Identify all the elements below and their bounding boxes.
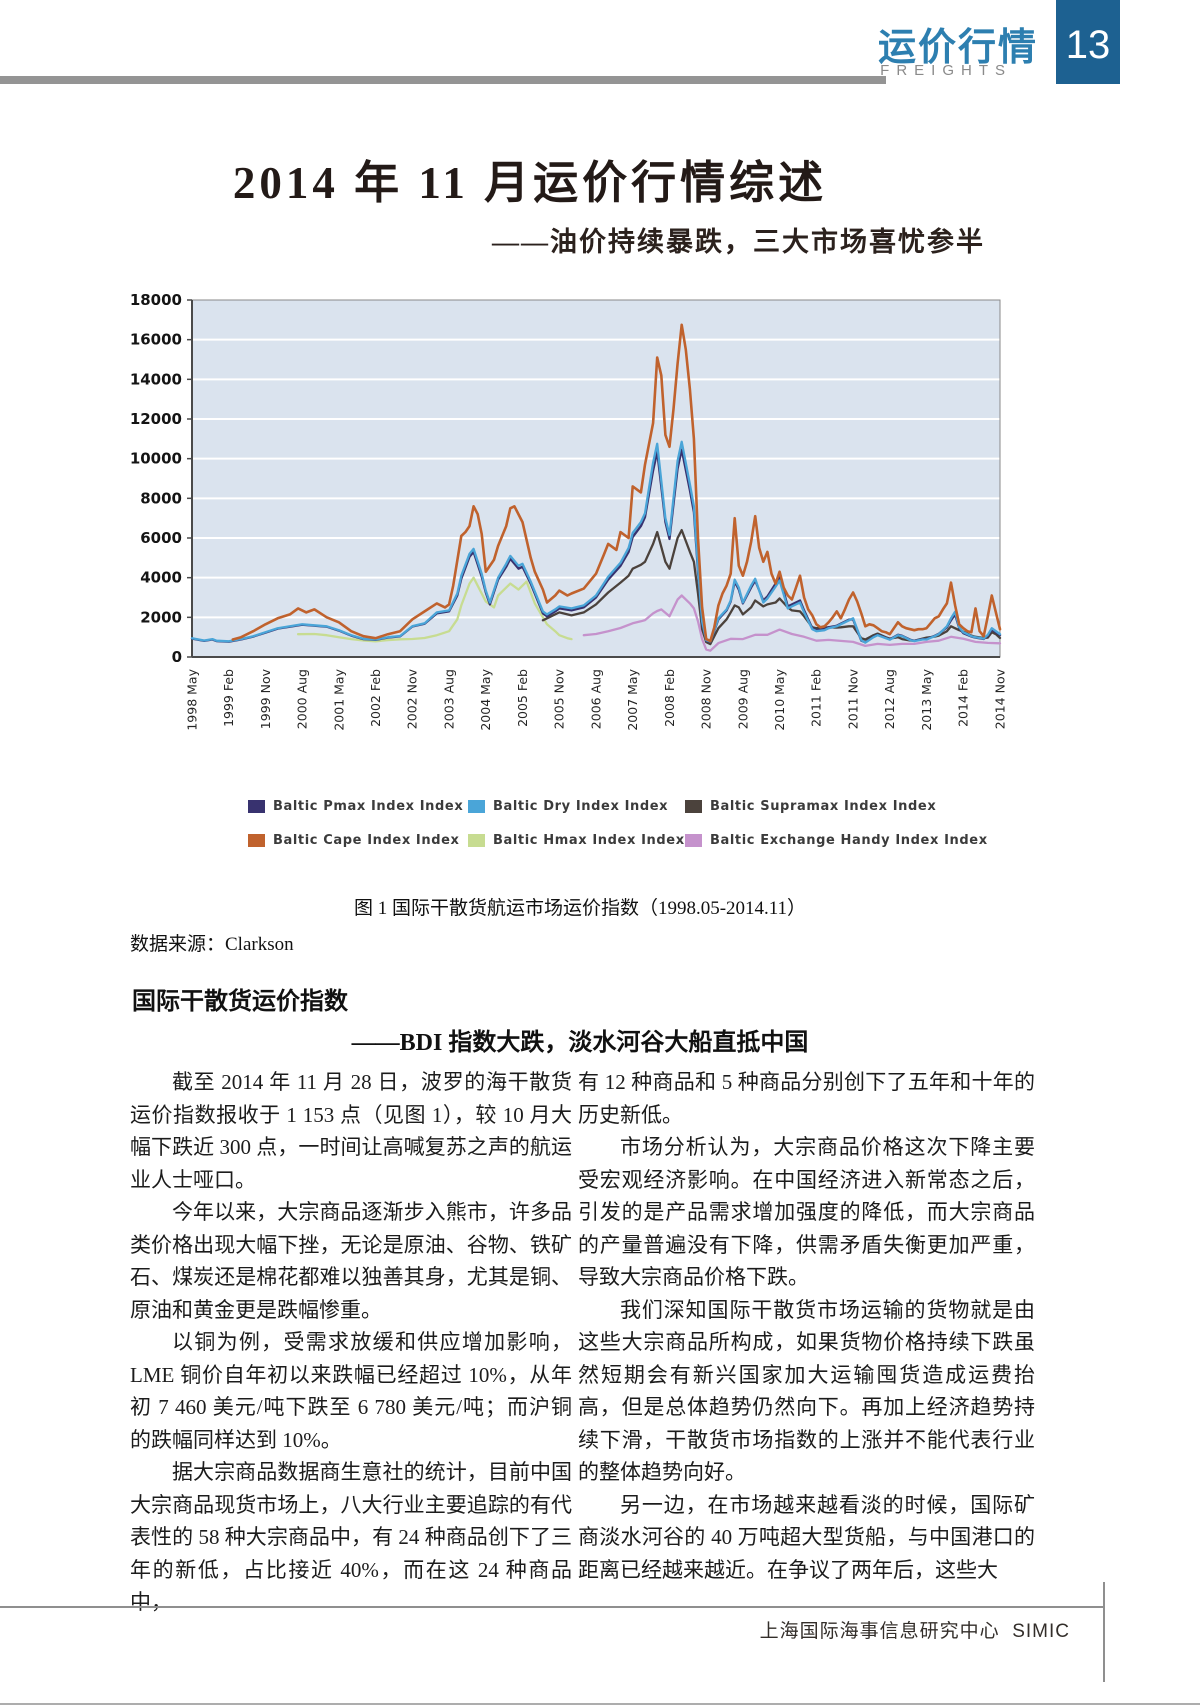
svg-text:2012 Aug: 2012 Aug <box>882 669 897 729</box>
legend-label-dry: Baltic Dry Index Index <box>493 798 669 814</box>
legend-swatch-pmax <box>248 799 265 813</box>
body-column-right: 有 12 种商品和 5 种商品分别创下了五年和十年的历史新低。 市场分析认为，大… <box>578 1066 1035 1586</box>
svg-text:16000: 16000 <box>130 331 182 349</box>
svg-text:2002 Nov: 2002 Nov <box>405 668 420 729</box>
series-baltic-dry-index-index <box>190 440 1002 644</box>
paragraph: 市场分析认为，大宗商品价格这次下降主要受宏观经济影响。在中国经济进入新常态之后，… <box>578 1135 1035 1289</box>
legend-label-cape: Baltic Cape Index Index <box>273 832 460 848</box>
header-section-title-zh: 运价行情 <box>877 27 1038 69</box>
legend-label-handy: Baltic Exchange Handy Index Index <box>710 832 988 848</box>
series-baltic-hmax-index-index <box>296 576 573 643</box>
legend-label-supramax: Baltic Supramax Index Index <box>710 798 937 814</box>
svg-text:6000: 6000 <box>140 529 182 547</box>
svg-text:1999 Feb: 1999 Feb <box>221 669 236 727</box>
svg-text:8000: 8000 <box>140 489 182 507</box>
svg-text:2006 Aug: 2006 Aug <box>588 669 603 729</box>
header-section-title-en: FREIGHTS <box>880 62 1012 79</box>
svg-text:0: 0 <box>172 648 182 666</box>
paragraph: 另一边，在市场越来越看淡的时候，国际矿商淡水河谷的 40 万吨超大型货船，与中国… <box>578 1492 1035 1582</box>
legend-label-hmax: Baltic Hmax Index Index <box>493 832 685 848</box>
legend-item-dry: Baltic Dry Index Index <box>468 798 668 814</box>
svg-text:2000: 2000 <box>140 608 182 626</box>
series-baltic-exchange-handy-index-index <box>582 594 1002 652</box>
svg-text:2001 May: 2001 May <box>331 668 346 730</box>
article-subtitle: ——油价持续暴跌，三大市场喜忧参半 <box>492 227 985 257</box>
freight-index-chart: 0 2000 4000 6000 8000 10000 12000 14000 16000 180… <box>130 290 1030 875</box>
freight-index-chart-canvas: 0 2000 4000 6000 8000 10000 12000 14000 16000 180… <box>130 291 1007 731</box>
legend-swatch-supramax <box>685 799 702 813</box>
page-number: 13 <box>1065 22 1111 67</box>
svg-text:1998 May: 1998 May <box>184 668 199 730</box>
paragraph: 今年以来，大宗商品逐渐步入熊市，许多品类价格出现大幅下挫，无论是原油、谷物、铁矿… <box>130 1200 572 1322</box>
footer-vertical-rule <box>1103 1582 1105 1682</box>
svg-text:2013 May: 2013 May <box>919 668 934 730</box>
legend-label-pmax: Baltic Pmax Index Index <box>273 798 464 814</box>
legend-item-cape: Baltic Cape Index Index <box>248 832 460 848</box>
legend-swatch-handy <box>685 833 702 847</box>
svg-text:2011 Feb: 2011 Feb <box>809 669 824 727</box>
svg-text:2014 Feb: 2014 Feb <box>956 669 971 727</box>
article-title: 2014 年 11 月运价行情综述 <box>232 158 828 208</box>
legend-item-pmax: Baltic Pmax Index Index <box>248 798 463 814</box>
svg-text:2007 May: 2007 May <box>625 668 640 730</box>
series-baltic-cape-index-index <box>231 323 1002 643</box>
svg-text:2002 Feb: 2002 Feb <box>368 669 383 727</box>
svg-text:2004 May: 2004 May <box>478 668 493 730</box>
svg-text:2005 Feb: 2005 Feb <box>515 669 530 727</box>
legend-item-supramax: Baltic Supramax Index Index <box>685 798 936 814</box>
body-column-left: 截至 2014 年 11 月 28 日，波罗的海干散货运价指数报收于 1 153… <box>130 1066 572 1619</box>
svg-text:2008 Nov: 2008 Nov <box>699 668 714 729</box>
svg-text:2010 May: 2010 May <box>772 668 787 730</box>
page-bottom-edge <box>0 1703 1200 1705</box>
svg-text:1999 Nov: 1999 Nov <box>258 668 273 729</box>
svg-text:2000 Aug: 2000 Aug <box>295 669 310 729</box>
footer-publisher-en: SIMIC <box>1012 1621 1070 1642</box>
paragraph: 据大宗商品数据商生意社的统计，目前中国大宗商品现货市场上，八大行业主要追踪的有代… <box>130 1460 572 1614</box>
svg-text:2011 Nov: 2011 Nov <box>845 668 860 729</box>
figure-caption: 图 1 国际干散货航运市场运价指数（1998.05-2014.11） <box>353 898 807 919</box>
legend-item-hmax: Baltic Hmax Index Index <box>468 832 685 848</box>
paragraph: 我们深知国际干散货市场运输的货物就是由这些大宗商品所构成，如果货物价格持续下跌虽… <box>578 1297 1035 1485</box>
svg-text:4000: 4000 <box>140 569 182 587</box>
section-heading: 国际干散货运价指数 <box>132 988 348 1015</box>
paragraph: 有 12 种商品和 5 种商品分别创下了五年和十年的历史新低。 <box>578 1070 1035 1127</box>
legend-swatch-cape <box>248 833 265 847</box>
legend-swatch-dry <box>468 799 485 813</box>
svg-text:12000: 12000 <box>130 410 182 428</box>
svg-text:2008 Feb: 2008 Feb <box>662 669 677 727</box>
section-subheading: ——BDI 指数大跌，淡水河谷大船直抵中国 <box>351 1030 809 1056</box>
svg-text:2009 Aug: 2009 Aug <box>735 669 750 729</box>
svg-text:2003 Aug: 2003 Aug <box>441 669 456 729</box>
page-number-box: 13 <box>1056 0 1120 84</box>
header-rule-bar <box>0 76 886 84</box>
paragraph: 截至 2014 年 11 月 28 日，波罗的海干散货运价指数报收于 1 153… <box>130 1070 572 1192</box>
legend-item-handy: Baltic Exchange Handy Index Index <box>685 832 988 848</box>
paragraph: 以铜为例，受需求放缓和供应增加影响，LME 铜价自年初以来跌幅已经超过 10%，… <box>130 1330 572 1452</box>
footer-publisher: 上海国际海事信息研究中心 SIMIC <box>760 1616 1070 1643</box>
figure-source: 数据来源：Clarkson <box>130 934 294 955</box>
footer-horizontal-rule <box>0 1606 1104 1608</box>
svg-text:14000: 14000 <box>130 370 182 388</box>
svg-text:2014 Nov: 2014 Nov <box>992 668 1007 729</box>
svg-text:10000: 10000 <box>130 450 182 468</box>
legend-swatch-hmax <box>468 833 485 847</box>
svg-text:18000: 18000 <box>130 291 182 309</box>
footer-publisher-zh: 上海国际海事信息研究中心 <box>759 1621 1000 1642</box>
svg-text:2005 Nov: 2005 Nov <box>552 668 567 729</box>
